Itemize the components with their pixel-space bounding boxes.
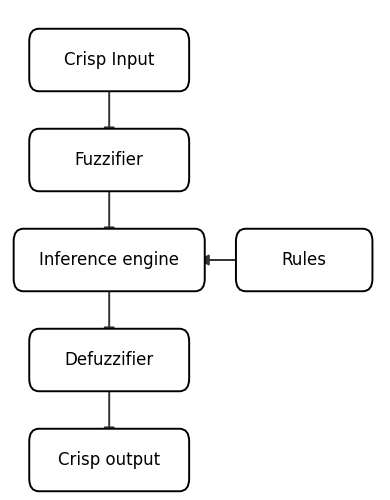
Text: Rules: Rules xyxy=(282,251,327,269)
Text: Crisp Input: Crisp Input xyxy=(64,51,154,69)
FancyBboxPatch shape xyxy=(29,329,189,391)
Text: Inference engine: Inference engine xyxy=(39,251,179,269)
FancyBboxPatch shape xyxy=(14,229,205,291)
FancyBboxPatch shape xyxy=(29,128,189,191)
FancyBboxPatch shape xyxy=(236,229,372,291)
Text: Defuzzifier: Defuzzifier xyxy=(65,351,154,369)
Text: Fuzzifier: Fuzzifier xyxy=(75,151,144,169)
Text: Crisp output: Crisp output xyxy=(58,451,160,469)
FancyBboxPatch shape xyxy=(29,428,189,491)
FancyBboxPatch shape xyxy=(29,28,189,91)
